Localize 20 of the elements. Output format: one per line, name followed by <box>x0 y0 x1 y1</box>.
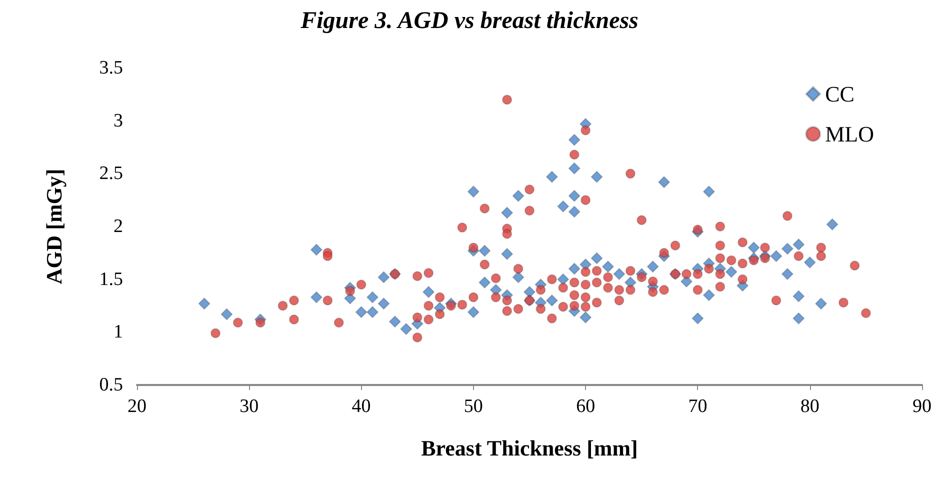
x-axis-title: Breast Thickness [mm] <box>421 436 638 460</box>
x-tick-label: 60 <box>576 396 596 417</box>
chart-title: Figure 3. AGD vs breast thickness <box>300 8 638 34</box>
y-tick-label: 3.5 <box>99 58 123 78</box>
y-tick-label: 1 <box>114 322 123 343</box>
x-tick-label: 70 <box>688 396 708 417</box>
x-tick-label: 50 <box>464 396 483 417</box>
y-tick-label: 3 <box>114 110 123 132</box>
y-tick-label: 1.5 <box>99 268 123 290</box>
x-tick-label: 80 <box>800 396 820 417</box>
x-tick-label: 20 <box>128 396 146 417</box>
y-tick-label: 0.5 <box>99 374 123 396</box>
y-axis-title: AGD [mGy] <box>42 168 66 284</box>
x-tick-label: 90 <box>912 396 932 417</box>
y-tick-label: 2.5 <box>99 163 123 184</box>
x-tick-label: 40 <box>352 396 371 417</box>
legend-label: MLO <box>825 122 874 146</box>
y-tick-label: 2 <box>114 216 123 237</box>
legend-label: CC <box>825 82 854 106</box>
x-tick-label: 30 <box>240 396 259 417</box>
